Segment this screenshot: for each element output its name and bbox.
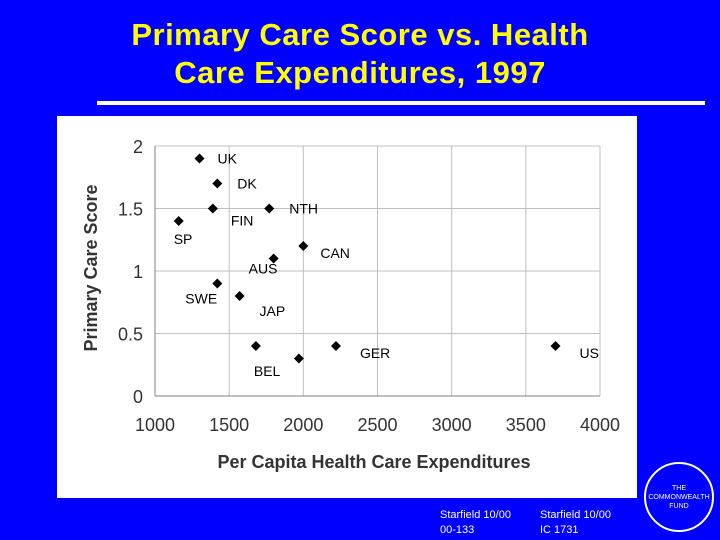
data-point-aus	[268, 253, 279, 264]
chart-panel: 0 0.5 1 1.5 2 1000 1500 2000 2500 3000 3500 4000 UK…	[57, 116, 637, 498]
slide-title-line1: Primary Care Score vs. Health	[131, 17, 589, 52]
x-tick-label: 3000	[432, 415, 472, 435]
title-divider	[97, 101, 705, 105]
point-label-sp: SP	[174, 231, 193, 247]
commonwealth-fund-logo: THE COMMONWEALTH FUND	[644, 462, 714, 532]
data-point-dk	[212, 178, 223, 189]
y-tick-label: 0	[133, 387, 143, 407]
citation-right: Starfield 10/00 IC 1731	[540, 508, 611, 538]
point-label-fin: FIN	[231, 213, 254, 229]
citation-left: Starfield 10/00 00-133	[440, 508, 511, 538]
data-point-bel	[250, 341, 261, 351]
y-tick-label: 2	[133, 137, 143, 157]
x-tick-label: 3500	[506, 415, 546, 435]
citation-left-line1: Starfield 10/00	[440, 509, 511, 521]
data-point-ger	[330, 341, 341, 351]
x-tick-label: 2500	[357, 415, 397, 435]
data-point-jap	[234, 291, 245, 301]
data-point-fin	[207, 203, 218, 214]
data-point-can	[298, 241, 309, 251]
point-label-jap: JAP	[260, 303, 286, 319]
citation-right-line1: Starfield 10/00	[540, 509, 611, 521]
point-label-nth: NTH	[289, 201, 318, 217]
logo-line1: THE	[672, 484, 686, 492]
point-label-bel: BEL	[254, 363, 281, 379]
x-tick-label: 2000	[283, 415, 323, 435]
point-label-us: US	[580, 345, 599, 361]
citation-left-line2: 00-133	[440, 524, 475, 536]
point-label-aus: AUS	[249, 261, 278, 277]
slide-title-line2: Care Expenditures, 1997	[174, 55, 546, 90]
x-tick-label: 1000	[135, 415, 175, 435]
point-label-can: CAN	[320, 245, 350, 261]
citation-right-line2: IC 1731	[540, 524, 579, 536]
x-tick-label: 4000	[580, 415, 620, 435]
tick-labels: 0 0.5 1 1.5 2 1000 1500 2000 2500 3000 3500 4000	[118, 137, 620, 435]
point-label-swe: SWE	[185, 291, 217, 307]
logo-line2: COMMONWEALTH	[648, 493, 710, 501]
data-point-swe	[212, 278, 223, 289]
y-tick-label: 0.5	[118, 325, 143, 345]
data-point	[293, 353, 304, 364]
point-label-uk: UK	[218, 151, 238, 167]
data-point-nth	[264, 203, 275, 214]
data-point-sp	[173, 216, 184, 226]
x-axis-label: Per Capita Health Care Expenditures	[217, 452, 530, 472]
data-point-uk	[194, 153, 205, 164]
point-label-dk: DK	[237, 176, 257, 192]
y-axis-label: Primary Care Score	[81, 184, 101, 351]
slide-title: Primary Care Score vs. Health Care Expen…	[0, 16, 720, 92]
x-tick-label: 1500	[209, 415, 249, 435]
logo-line3: FUND	[669, 502, 689, 510]
point-labels: UK DK NTH FIN SP CAN AUS SWE JAP GER US BEL	[174, 151, 599, 380]
point-label-ger: GER	[360, 345, 390, 361]
data-points	[173, 153, 561, 364]
data-point-us	[550, 341, 561, 351]
y-tick-label: 1.5	[118, 200, 143, 220]
scatter-chart: 0 0.5 1 1.5 2 1000 1500 2000 2500 3000 3500 4000 UK…	[81, 137, 620, 472]
y-tick-label: 1	[133, 262, 143, 282]
axes	[154, 146, 600, 397]
